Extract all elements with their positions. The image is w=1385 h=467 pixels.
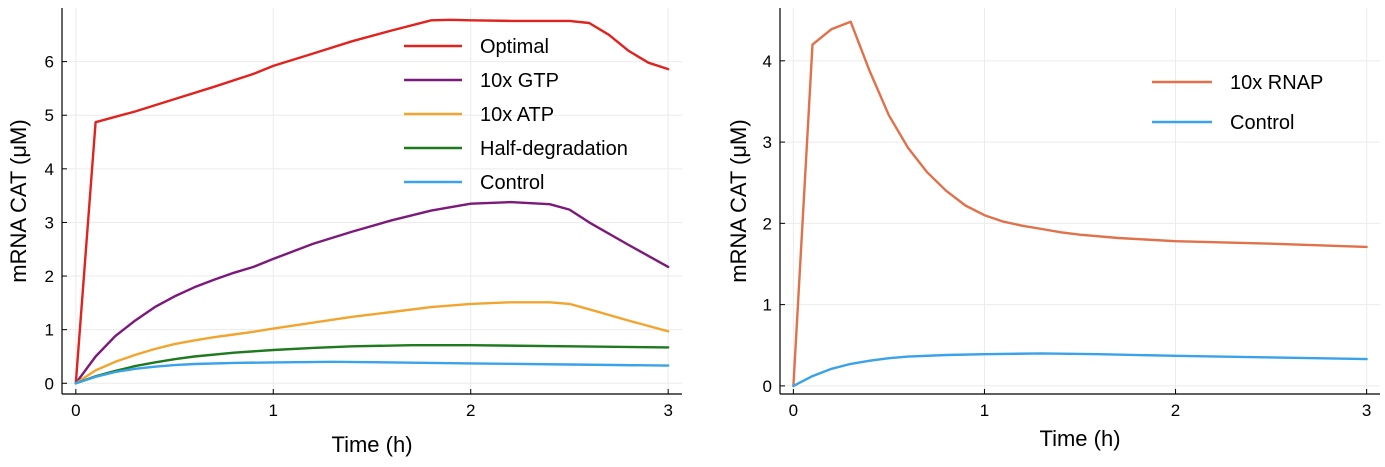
y-tick-label: 0 — [45, 374, 54, 393]
series-line-half-degradation — [74, 344, 670, 385]
y-tick-label: 6 — [45, 53, 54, 72]
y-tick-label: 3 — [45, 213, 54, 232]
chart-panel-1: 0 1 2 3 0 1 2 3 4 5 6 Time (h) mRNA CAT (μM) Optimal 1… — [6, 8, 682, 457]
x-axis-title: Time (h) — [1039, 426, 1120, 451]
legend: Optimal 10x GTP 10x ATP Half-degradation Con… — [404, 36, 628, 194]
y-tick-label: 1 — [45, 321, 54, 340]
x-axis-title: Time (h) — [331, 432, 412, 457]
legend-label: 10x GTP — [480, 70, 559, 92]
y-tick-label: 4 — [763, 52, 772, 71]
series-line-10x-gtp — [74, 200, 670, 385]
y-tick-label: 4 — [45, 160, 54, 179]
legend-label: 10x RNAP — [1230, 72, 1323, 94]
x-tick-label: 0 — [789, 401, 798, 420]
y-tick-label: 2 — [45, 267, 54, 286]
legend-label: Half-degradation — [480, 138, 628, 160]
x-tick-label: 3 — [1362, 401, 1371, 420]
series-line-10x-atp — [74, 301, 670, 385]
series-line-control — [792, 352, 1368, 388]
y-tick-label: 2 — [763, 214, 772, 233]
series-line-control — [74, 360, 670, 385]
y-tick-label: 1 — [763, 296, 772, 315]
legend-label: 10x ATP — [480, 104, 554, 126]
y-tick-label: 3 — [763, 133, 772, 152]
y-axis-title: mRNA CAT (μM) — [6, 119, 31, 282]
series-line-10x-rnap — [792, 20, 1368, 388]
x-tick-label: 1 — [269, 401, 278, 420]
y-tick-label: 5 — [45, 106, 54, 125]
x-tick-label: 0 — [71, 401, 80, 420]
legend-label: Control — [1230, 112, 1294, 134]
x-tick-label: 2 — [466, 401, 475, 420]
legend-label: Optimal — [480, 36, 549, 58]
y-axis-title: mRNA CAT (μM) — [726, 119, 751, 282]
x-tick-label: 1 — [980, 401, 989, 420]
series-line-optimal — [74, 18, 670, 385]
legend-label: Control — [480, 172, 544, 194]
legend: 10x RNAP Control — [1152, 72, 1323, 134]
x-tick-label: 3 — [663, 401, 672, 420]
x-tick-label: 2 — [1171, 401, 1180, 420]
y-tick-label: 0 — [763, 377, 772, 396]
chart-panel-2: 0 1 2 3 0 1 2 3 4 Time (h) mRNA CAT (μM) 10x RNAP Co… — [726, 8, 1380, 451]
